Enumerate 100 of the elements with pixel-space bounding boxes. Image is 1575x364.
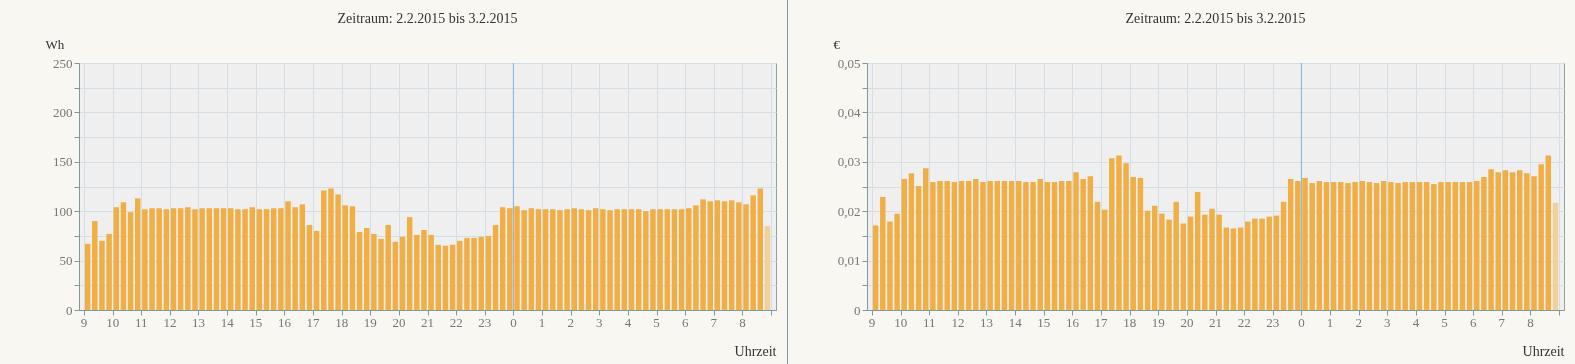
y-tick-label: 250 (53, 55, 73, 71)
bar (592, 208, 599, 310)
x-tick-label: 9 (868, 315, 876, 330)
x-tick-label: 19 (1151, 315, 1165, 330)
y-tick-label: 0,04 (837, 104, 861, 120)
bar (1416, 182, 1423, 310)
x-tick-label: 1 (538, 315, 546, 330)
bar (170, 208, 177, 310)
x-tick-label: 18 (1123, 315, 1137, 330)
x-tick-label: 22 (449, 315, 463, 330)
x-tick-label: 5 (1441, 315, 1448, 330)
bar (1008, 181, 1015, 310)
bar (1230, 228, 1237, 310)
bar (349, 206, 356, 310)
bar (1237, 227, 1244, 310)
y-tick-label: 0,03 (837, 154, 861, 170)
x-axis-title: Uhrzeit (1522, 343, 1565, 359)
bar (1545, 155, 1552, 310)
x-tick-label: 14 (220, 315, 235, 330)
bar (578, 209, 585, 310)
bar (1466, 182, 1473, 310)
bar (872, 225, 879, 310)
bar (363, 228, 370, 310)
bar (1001, 181, 1008, 310)
bar (1373, 183, 1380, 310)
bar (635, 209, 642, 310)
x-tick-label: 10 (106, 315, 120, 330)
bar (206, 208, 213, 310)
y-tick-label: 0 (66, 302, 73, 318)
bar (1459, 182, 1466, 310)
bar (1330, 182, 1337, 310)
bar (535, 209, 542, 310)
bar (1137, 178, 1144, 310)
bar (1245, 221, 1251, 310)
x-tick-label: 6 (1469, 315, 1477, 330)
y-tick-label: 50 (59, 253, 73, 269)
bar (1287, 179, 1294, 310)
bar (220, 208, 227, 310)
bar (406, 217, 413, 310)
bar (1051, 182, 1058, 310)
bar (263, 209, 270, 310)
bar (313, 230, 320, 310)
y-tick-label: 0 (854, 302, 861, 318)
bar (686, 208, 692, 310)
x-tick-label: 0 (510, 315, 517, 330)
bar (1101, 209, 1108, 310)
bar (1087, 176, 1094, 310)
bar (714, 200, 721, 310)
x-tick-label: 17 (306, 315, 320, 330)
x-tick-label: 16 (277, 315, 292, 330)
x-tick-label: 7 (710, 315, 718, 330)
x-tick-label: 5 (653, 315, 660, 330)
bar (1323, 182, 1330, 310)
bar (965, 181, 972, 310)
x-tick-label: 21 (421, 315, 434, 330)
y-axis-title: Wh (45, 36, 65, 52)
bar (628, 209, 635, 310)
x-tick-label: 13 (980, 315, 993, 330)
bar (1280, 201, 1287, 310)
bar (492, 225, 499, 310)
bar (542, 209, 549, 310)
x-tick-label: 17 (1094, 315, 1108, 330)
bar (1223, 227, 1230, 310)
bar (621, 209, 628, 310)
bar (84, 243, 91, 310)
x-tick-label: 3 (596, 315, 603, 330)
y-tick-label: 200 (53, 104, 73, 120)
bar (1474, 181, 1480, 310)
x-tick-label: 1 (1326, 315, 1334, 330)
x-tick-label: 7 (1498, 315, 1506, 330)
x-tick-label: 21 (1209, 315, 1222, 330)
bar (485, 235, 492, 310)
x-tick-label: 6 (681, 315, 689, 330)
bar (671, 209, 678, 310)
bar (120, 202, 127, 310)
chart-title: Zeitraum: 2.2.2015 bis 3.2.2015 (337, 11, 518, 26)
bar (306, 225, 313, 310)
x-tick-label: 23 (478, 315, 492, 330)
bar (1366, 182, 1373, 310)
bar (449, 244, 456, 310)
bar (915, 186, 922, 310)
bar (113, 207, 119, 310)
bar (1452, 182, 1459, 310)
bar (270, 208, 277, 310)
x-tick-label: 22 (1237, 315, 1251, 330)
bar (922, 168, 929, 310)
x-tick-label: 15 (1037, 315, 1051, 330)
x-tick-label: 19 (363, 315, 377, 330)
bar (528, 208, 535, 310)
chart-title: Zeitraum: 2.2.2015 bis 3.2.2015 (1125, 11, 1306, 26)
bar (721, 201, 728, 310)
bar (1044, 182, 1051, 310)
x-tick-label: 18 (335, 315, 349, 330)
bar (1509, 172, 1516, 310)
x-tick-label: 13 (192, 315, 205, 330)
bar (664, 209, 671, 310)
bar (728, 200, 735, 310)
bar (571, 208, 577, 310)
bar (342, 205, 348, 310)
x-tick-label: 20 (1180, 315, 1194, 330)
